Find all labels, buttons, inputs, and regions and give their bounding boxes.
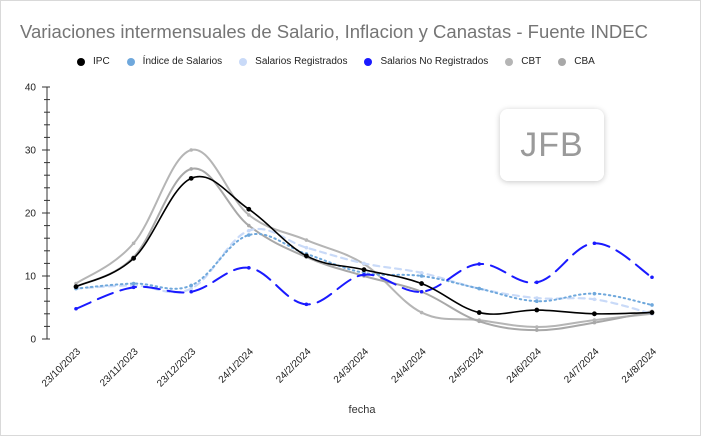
x-tick-label: 24/1/2024	[217, 346, 257, 386]
data-point	[362, 261, 366, 266]
data-point	[592, 318, 597, 322]
data-point	[189, 289, 193, 294]
series-line	[75, 175, 653, 315]
data-point	[189, 167, 193, 171]
legend-label: Salarios Registrados	[255, 56, 348, 67]
x-tick-label: 24/5/2024	[447, 346, 487, 386]
x-tick-label: 23/12/2023	[155, 346, 198, 389]
data-point	[650, 275, 654, 280]
x-tick-label: 24/3/2024	[332, 346, 372, 386]
data-point	[477, 286, 482, 291]
data-point	[476, 310, 482, 315]
legend-marker	[558, 57, 567, 66]
legend-marker	[239, 57, 248, 66]
data-point	[535, 296, 539, 300]
data-point	[247, 233, 251, 237]
legend-label: CBA	[574, 56, 595, 67]
x-axis-label: fecha	[349, 404, 377, 416]
data-point	[304, 302, 309, 307]
data-point	[188, 175, 194, 181]
data-point	[247, 223, 251, 228]
data-point	[650, 303, 654, 307]
data-point	[304, 245, 309, 250]
legend-label: Índice de Salarios	[142, 56, 223, 67]
y-tick-label: 30	[25, 146, 37, 157]
legend-item[interactable]: Índice de Salarios	[126, 56, 223, 67]
data-point	[304, 253, 309, 259]
data-point	[534, 307, 540, 313]
data-point	[649, 310, 655, 315]
legend-marker	[126, 57, 135, 66]
series-layer	[73, 148, 655, 332]
series-line	[75, 148, 653, 329]
y-tick-label: 40	[25, 83, 37, 94]
data-point	[477, 262, 482, 266]
legend-item[interactable]: Salarios Registrados	[239, 56, 347, 67]
chart-legend: IPC Índice de Salarios Salarios Registrado…	[77, 56, 612, 67]
legend-label: Salarios No Registrados	[380, 56, 489, 67]
data-point	[74, 281, 78, 286]
series-salarios-no-registrados	[74, 241, 654, 311]
x-tick-label: 24/6/2024	[505, 346, 545, 386]
data-point	[73, 284, 79, 290]
data-point	[247, 266, 251, 270]
legend-item[interactable]: Salarios No Registrados	[364, 56, 488, 67]
x-tick-label: 23/10/2023	[40, 346, 83, 389]
data-point	[246, 206, 252, 212]
data-point	[361, 267, 367, 273]
series-ipc	[73, 175, 655, 317]
data-point	[592, 297, 597, 302]
data-point	[131, 255, 137, 261]
data-point	[74, 306, 78, 311]
y-tick-label: 10	[25, 272, 37, 283]
x-tick-label: 24/7/2024	[562, 346, 602, 386]
y-tick-label: 20	[25, 209, 37, 220]
data-point	[535, 280, 539, 285]
data-point	[419, 289, 424, 294]
data-point	[535, 328, 539, 332]
data-point	[189, 286, 193, 291]
data-point	[592, 241, 597, 246]
x-tick-label: 23/11/2023	[98, 346, 141, 389]
x-axis: 23/10/2023 23/11/2023 23/12/2023 24/1/2024 2…	[40, 346, 659, 389]
data-point	[131, 281, 136, 286]
legend-label: CBT	[521, 56, 542, 67]
data-point	[419, 274, 424, 278]
x-tick-label: 24/4/2024	[389, 346, 429, 386]
data-point	[189, 283, 193, 288]
data-point	[131, 285, 136, 290]
chart-title: Variaciones intermensuales de Salario, I…	[20, 21, 648, 42]
data-point	[535, 299, 539, 304]
data-point	[592, 291, 597, 296]
y-tick-label: 0	[30, 335, 36, 346]
data-point	[419, 271, 424, 275]
data-point	[362, 272, 366, 277]
data-point	[247, 213, 251, 217]
data-point	[189, 148, 193, 152]
data-point	[304, 238, 309, 242]
legend-item[interactable]: IPC	[77, 56, 110, 67]
data-point	[419, 310, 424, 315]
y-axis: 0 10 20 30 40	[25, 83, 50, 346]
data-point	[419, 281, 424, 286]
x-tick-label: 24/8/2024	[620, 346, 660, 386]
series-line	[75, 232, 653, 306]
legend-item[interactable]: CBT	[505, 56, 541, 67]
legend-item[interactable]: CBA	[558, 56, 595, 67]
legend-marker	[505, 57, 514, 66]
series-line	[75, 167, 653, 332]
legend-marker	[77, 57, 85, 66]
data-point	[477, 319, 482, 324]
legend-label: IPC	[93, 56, 110, 67]
x-tick-label: 24/2/2024	[274, 346, 314, 386]
data-point	[592, 311, 597, 317]
data-point	[592, 320, 597, 325]
data-point	[131, 241, 136, 246]
watermark-badge: JFB	[500, 109, 604, 181]
data-point	[535, 325, 539, 329]
data-point	[247, 228, 251, 233]
legend-marker	[364, 57, 373, 66]
